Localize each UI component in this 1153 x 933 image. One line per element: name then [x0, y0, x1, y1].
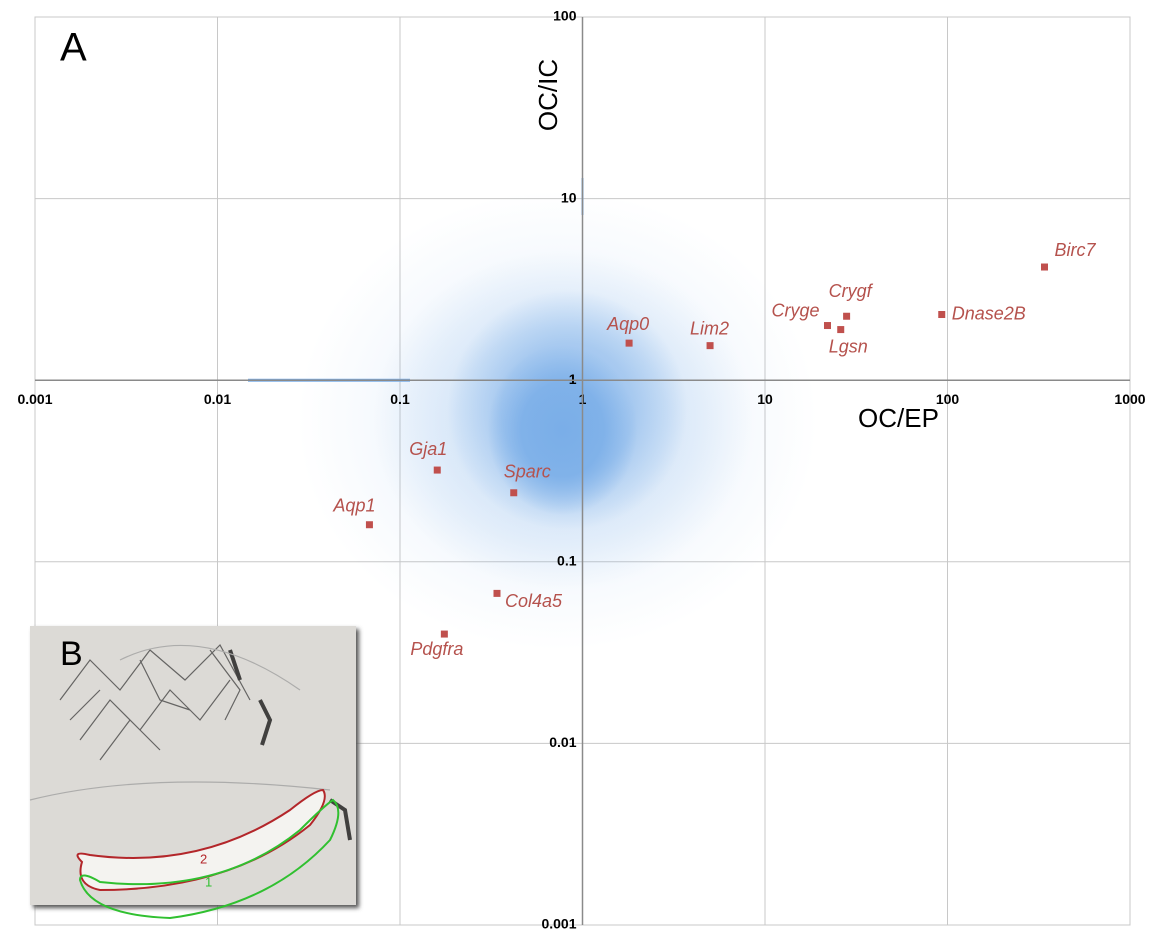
gene-point — [938, 311, 946, 319]
x-tick-label: 10 — [757, 391, 773, 407]
x-tick-label: 100 — [936, 391, 960, 407]
gene-label: Lgsn — [829, 336, 868, 356]
y-tick-label: 10 — [561, 189, 577, 205]
gene-label: Pdgfra — [410, 639, 463, 659]
gene-point — [625, 339, 633, 347]
x-tick-label: 1000 — [1114, 391, 1145, 407]
region-1-outline — [78, 798, 340, 920]
gene-label: Cryge — [771, 300, 819, 320]
region-label: 1 — [205, 874, 212, 889]
x-axis-title: OC/EP — [858, 403, 939, 433]
gene-point — [837, 326, 845, 334]
marks: 0.001 0.01 0.1 1 10 100 1000 0.001 0.01 0.1 1 10 100… — [17, 8, 1145, 932]
gene-label: Dnase2B — [952, 303, 1026, 323]
gene-label: Lim2 — [690, 318, 729, 338]
gene-label: Aqp0 — [606, 314, 649, 334]
gene-label: Aqp1 — [332, 495, 375, 515]
gene-point — [510, 489, 518, 497]
x-tick-label: 0.01 — [204, 391, 231, 407]
gene-point — [823, 322, 831, 330]
y-axis-title: OC/IC — [533, 59, 563, 131]
gene-label: Gja1 — [409, 439, 447, 459]
gene-label: Birc7 — [1054, 240, 1096, 260]
y-tick-label: 0.01 — [549, 734, 576, 750]
gene-label: Crygf — [829, 281, 874, 301]
x-tick-label: 0.001 — [17, 391, 52, 407]
y-tick-label: 0.001 — [541, 916, 576, 932]
gene-point — [1040, 263, 1048, 271]
region-2-outline — [76, 788, 326, 892]
gene-point — [433, 466, 441, 474]
gene-point — [365, 521, 373, 529]
gene-point — [843, 312, 851, 320]
inset-panel-label: B — [60, 635, 83, 673]
gene-label: Col4a5 — [505, 591, 563, 611]
cloud-density — [487, 345, 638, 516]
gene-point — [493, 589, 501, 597]
cracks — [59, 644, 251, 761]
gene-label: Sparc — [504, 462, 551, 482]
y-tick-label: 1 — [569, 371, 577, 387]
region-label: 2 — [200, 851, 207, 866]
point-cloud — [248, 178, 818, 651]
x-tick-label: 0.1 — [390, 391, 410, 407]
faint-lines — [29, 644, 331, 801]
panel-label: A — [60, 26, 87, 70]
gene-point — [440, 630, 448, 638]
y-tick-label: 100 — [553, 8, 577, 24]
gene-point — [706, 342, 714, 350]
y-tick-label: 0.1 — [557, 553, 577, 569]
